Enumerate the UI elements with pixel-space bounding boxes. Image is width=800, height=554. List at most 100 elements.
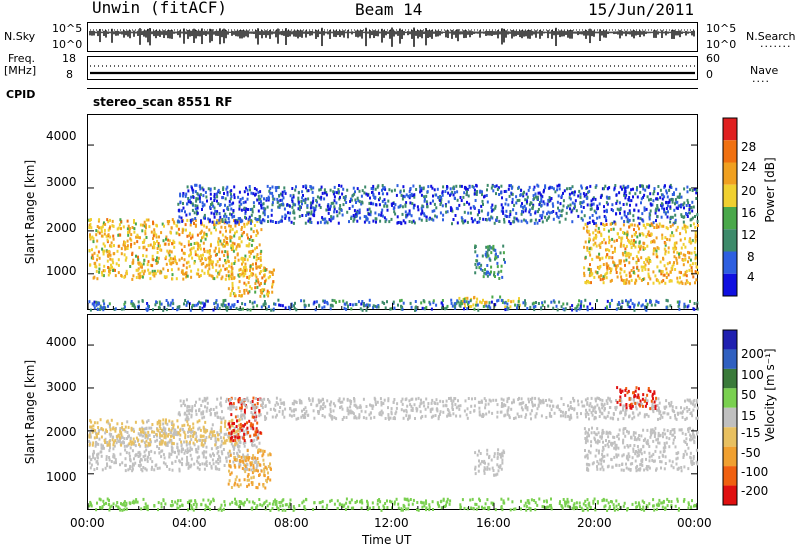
heatmap-cell	[694, 256, 697, 260]
heatmap-cell	[663, 210, 666, 214]
heatmap-cell	[626, 236, 628, 239]
heatmap-cell	[603, 224, 606, 227]
heatmap-cell	[541, 301, 544, 305]
heatmap-cell	[242, 441, 245, 445]
heatmap-cell	[567, 204, 570, 208]
heatmap-cell	[456, 207, 459, 211]
heatmap-cell	[287, 305, 290, 309]
heatmap-cell	[231, 303, 234, 307]
heatmap-cell	[464, 185, 466, 189]
heatmap-cell	[224, 235, 227, 239]
heatmap-cell	[599, 398, 602, 402]
heatmap-cell	[203, 247, 206, 251]
heatmap-cell	[254, 411, 257, 414]
heatmap-cell	[148, 450, 150, 454]
heatmap-cell	[467, 397, 470, 400]
heatmap-cell	[583, 271, 586, 275]
heatmap-cell	[383, 204, 386, 208]
heatmap-cell	[498, 193, 501, 196]
heatmap-cell	[649, 260, 652, 263]
heatmap-cell	[197, 302, 199, 306]
heatmap-cell	[258, 448, 261, 452]
heatmap-cell	[625, 202, 628, 206]
heatmap-cell	[144, 454, 147, 458]
heatmap-cell	[538, 203, 541, 207]
heatmap-cell	[633, 240, 636, 244]
heatmap-cell	[279, 398, 282, 402]
heatmap-cell	[234, 397, 237, 401]
heatmap-cell	[92, 303, 95, 307]
heatmap-cell	[152, 245, 155, 249]
heatmap-cell	[145, 439, 148, 443]
heatmap-cell	[174, 428, 177, 432]
heatmap-cell	[158, 432, 161, 436]
heatmap-cell	[381, 199, 384, 203]
heatmap-cell	[156, 422, 159, 426]
heatmap-cell	[207, 269, 210, 273]
heatmap-cell	[454, 214, 457, 217]
heatmap-cell	[585, 408, 587, 412]
heatmap-cell	[109, 218, 111, 222]
heatmap-cell	[195, 400, 197, 404]
heatmap-cell	[596, 230, 599, 234]
heatmap-cell	[472, 303, 475, 307]
heatmap-cell	[142, 272, 145, 276]
heatmap-cell	[688, 238, 691, 242]
heatmap-cell	[238, 307, 241, 311]
heatmap-cell	[626, 233, 629, 237]
heatmap-cell	[312, 186, 315, 190]
heatmap-cell	[185, 213, 188, 217]
heatmap-cell	[195, 447, 198, 451]
heatmap-cell	[263, 470, 266, 473]
heatmap-cell	[205, 263, 208, 267]
heatmap-cell	[209, 192, 212, 196]
heatmap-cell	[633, 228, 635, 232]
heatmap-cell	[189, 308, 192, 312]
heatmap-cell	[543, 188, 545, 192]
heatmap-cell	[531, 396, 534, 400]
heatmap-cell	[273, 302, 275, 306]
heatmap-cell	[157, 429, 160, 433]
heatmap-cell	[228, 464, 231, 468]
heatmap-cell	[153, 269, 156, 273]
heatmap-cell	[331, 415, 334, 419]
heatmap-cell	[168, 427, 171, 431]
heatmap-cell	[656, 404, 659, 407]
heatmap-cell	[477, 400, 480, 404]
heatmap-cell	[678, 270, 681, 274]
heatmap-cell	[423, 307, 426, 311]
heatmap-cell	[591, 197, 594, 201]
heatmap-cell	[597, 275, 600, 279]
heatmap-cell	[325, 193, 328, 197]
nsearch-dotted-legend: ·······	[760, 40, 792, 53]
heatmap-cell	[640, 201, 642, 205]
heatmap-cell	[386, 204, 389, 208]
heatmap-cell	[628, 196, 631, 199]
heatmap-cell	[520, 204, 522, 208]
heatmap-cell	[392, 202, 395, 205]
heatmap-cell	[491, 184, 494, 188]
heatmap-cell	[561, 208, 564, 212]
heatmap-cell	[258, 215, 261, 218]
heatmap-cell	[196, 192, 199, 196]
heatmap-cell	[576, 304, 579, 308]
heatmap-cell	[259, 431, 262, 435]
heatmap-cell	[647, 256, 650, 260]
heatmap-cell	[467, 194, 470, 198]
heatmap-cell	[663, 411, 666, 415]
heatmap-cell	[186, 218, 189, 222]
heatmap-cell	[112, 443, 115, 447]
heatmap-cell	[277, 402, 280, 406]
heatmap-cell	[633, 223, 636, 227]
heatmap-cell	[98, 231, 101, 235]
heatmap-cell	[255, 229, 258, 233]
heatmap-cell	[242, 307, 244, 311]
heatmap-cell	[255, 234, 258, 237]
heatmap-cell	[91, 235, 94, 239]
heatmap-cell	[124, 300, 127, 304]
heatmap-cell	[509, 222, 512, 226]
heatmap-cell	[181, 231, 184, 234]
heatmap-cell	[270, 213, 273, 217]
heatmap-cell	[153, 231, 156, 235]
heatmap-cell	[640, 278, 643, 282]
